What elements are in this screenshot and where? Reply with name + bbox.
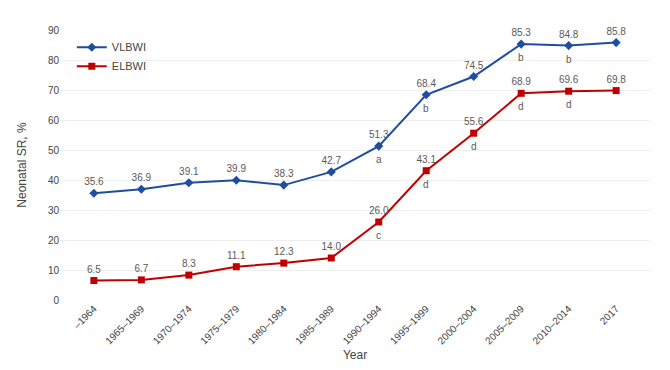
svg-text:68.9: 68.9 <box>511 76 531 87</box>
svg-text:1970–1974: 1970–1974 <box>151 303 194 346</box>
svg-text:6.7: 6.7 <box>134 263 148 274</box>
svg-text:1985–1989: 1985–1989 <box>293 303 336 346</box>
svg-text:8.3: 8.3 <box>182 258 196 269</box>
svg-text:85.3: 85.3 <box>511 27 531 38</box>
svg-text:74.5: 74.5 <box>464 60 484 71</box>
svg-text:b: b <box>518 52 524 63</box>
svg-text:85.8: 85.8 <box>606 26 626 37</box>
svg-text:40: 40 <box>48 175 60 186</box>
svg-text:10: 10 <box>48 265 60 276</box>
svg-text:26.0: 26.0 <box>369 205 389 216</box>
svg-text:d: d <box>566 99 572 110</box>
svg-text:80: 80 <box>48 55 60 66</box>
svg-text:35.6: 35.6 <box>84 176 104 187</box>
svg-text:39.1: 39.1 <box>179 166 199 177</box>
svg-text:43.1: 43.1 <box>416 154 436 165</box>
svg-text:2017: 2017 <box>598 303 622 327</box>
svg-text:d: d <box>518 101 524 112</box>
svg-text:Year: Year <box>343 348 367 362</box>
svg-text:90: 90 <box>48 25 60 36</box>
svg-text:1975–1979: 1975–1979 <box>198 303 241 346</box>
svg-text:11.1: 11.1 <box>227 250 246 261</box>
svg-text:69.8: 69.8 <box>606 74 626 85</box>
svg-text:1965–1969: 1965–1969 <box>103 303 146 346</box>
svg-text:6.5: 6.5 <box>87 264 101 275</box>
svg-text:38.3: 38.3 <box>274 168 294 179</box>
svg-text:b: b <box>566 54 572 65</box>
svg-text:20: 20 <box>48 235 60 246</box>
svg-text:68.4: 68.4 <box>416 78 436 89</box>
svg-text:30: 30 <box>48 205 60 216</box>
svg-text:d: d <box>423 179 429 190</box>
svg-text:51.3: 51.3 <box>369 129 389 140</box>
svg-text:50: 50 <box>48 145 60 156</box>
svg-text:60: 60 <box>48 115 60 126</box>
svg-text:a: a <box>376 154 382 165</box>
svg-text:55.6: 55.6 <box>464 116 484 127</box>
svg-text:1990–1994: 1990–1994 <box>341 303 384 346</box>
svg-text:c: c <box>376 230 381 241</box>
svg-text:–1964: –1964 <box>71 303 99 331</box>
svg-text:b: b <box>423 103 429 114</box>
svg-text:ELBWI: ELBWI <box>112 60 146 72</box>
svg-text:2005–2009: 2005–2009 <box>483 303 526 346</box>
svg-text:0: 0 <box>53 295 59 306</box>
svg-text:2000–2004: 2000–2004 <box>435 303 478 346</box>
svg-text:1980–1984: 1980–1984 <box>246 303 289 346</box>
svg-text:36.9: 36.9 <box>132 172 152 183</box>
svg-text:Neonatal SR, %: Neonatal SR, % <box>15 122 29 208</box>
svg-text:2010–2014: 2010–2014 <box>530 303 573 346</box>
svg-text:VLBWI: VLBWI <box>112 41 146 53</box>
svg-text:1995–1999: 1995–1999 <box>388 303 431 346</box>
svg-text:d: d <box>471 141 477 152</box>
svg-text:14.0: 14.0 <box>322 241 342 252</box>
svg-text:42.7: 42.7 <box>322 155 342 166</box>
svg-text:70: 70 <box>48 85 60 96</box>
svg-text:12.3: 12.3 <box>274 246 294 257</box>
svg-text:84.8: 84.8 <box>559 29 579 40</box>
svg-text:39.9: 39.9 <box>227 163 247 174</box>
svg-text:69.6: 69.6 <box>559 74 579 85</box>
